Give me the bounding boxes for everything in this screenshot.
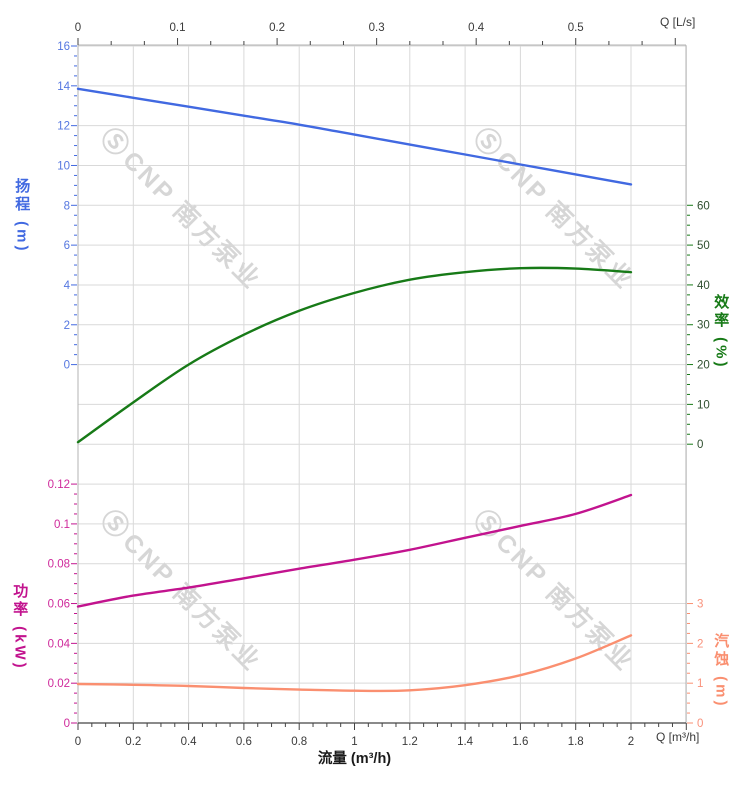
tick-label: 0.08	[48, 559, 70, 571]
head-axis: 0 2 4 6 8 10 12 14 16	[57, 41, 77, 372]
tick-label: 0	[64, 718, 70, 730]
tick-label: 0.1	[170, 22, 186, 34]
tick-label: 8	[64, 200, 70, 212]
head-axis-title: 扬程 (m)	[13, 178, 31, 254]
tick-label: 2	[697, 638, 703, 650]
tick-label: 0.06	[48, 599, 70, 611]
head-curve-path	[76, 87, 633, 186]
efficiency-axis-title: 效率 (%)	[712, 294, 730, 370]
tick-label: 0.2	[269, 22, 285, 34]
tick-label: 0	[697, 439, 703, 451]
efficiency-curve	[76, 266, 633, 444]
top-axis-unit-label: Q [L/s]	[660, 15, 696, 29]
tick-label: 4	[64, 280, 71, 292]
tick-label: 0.3	[369, 22, 385, 34]
tick-label: 0.6	[236, 736, 252, 748]
tick-label: 1.6	[512, 736, 528, 748]
tick-label: 0.2	[125, 736, 141, 748]
tick-label: 0	[697, 718, 703, 730]
grid	[77, 45, 687, 724]
tick-label: 12	[57, 121, 70, 133]
tick-label: 0.12	[48, 479, 70, 491]
tick-label: 2	[628, 736, 634, 748]
tick-label: 0	[64, 360, 70, 372]
power-axis-title: 功率 (kW)	[11, 583, 29, 671]
tick-label: 30	[697, 320, 710, 332]
power-curve-path	[76, 493, 633, 608]
tick-label: 0.1	[54, 519, 70, 531]
tick-label: 40	[697, 280, 710, 292]
tick-label: 0.4	[468, 22, 485, 34]
tick-label: 0	[75, 22, 81, 34]
bottom-axis: 0 0.2 0.4 0.6 0.8 1 1.2 1.4 1.6 1.8 2	[75, 723, 687, 748]
power-curve	[76, 493, 633, 608]
npsh-curve-path	[76, 634, 633, 693]
tick-label: 0.8	[291, 736, 307, 748]
tick-label: 1.8	[568, 736, 584, 748]
tick-label: 1	[351, 736, 357, 748]
power-axis: 0 0.02 0.04 0.06 0.08 0.1 0.12	[48, 479, 77, 730]
tick-label: 1.4	[457, 736, 474, 748]
tick-label: 6	[64, 240, 70, 252]
npsh-axis: 0 1 2 3	[687, 599, 703, 730]
tick-label: 50	[697, 240, 710, 252]
tick-label: 20	[697, 360, 710, 372]
plot-border	[77, 44, 687, 724]
tick-label: 10	[57, 160, 70, 172]
tick-label: 10	[697, 399, 710, 411]
tick-label: 0.4	[181, 736, 198, 748]
efficiency-axis: 0 10 20 30 40 50 60	[687, 200, 710, 451]
top-axis: 0 0.1 0.2 0.3 0.4 0.5	[75, 22, 676, 45]
tick-label: 2	[64, 320, 70, 332]
tick-label: 0.02	[48, 678, 70, 690]
flow-axis-title: 流量 (m³/h)	[317, 751, 392, 767]
efficiency-curve-path	[76, 266, 633, 444]
tick-label: 0	[75, 736, 81, 748]
head-curve	[76, 87, 633, 186]
tick-label: 1	[697, 678, 703, 690]
tick-label: 14	[57, 81, 70, 93]
npsh-curve	[76, 634, 633, 693]
npsh-axis-title: 汽蚀 (m)	[712, 633, 730, 709]
tick-label: 1.2	[402, 736, 418, 748]
tick-label: 16	[57, 41, 70, 53]
tick-label: 0.5	[568, 22, 584, 34]
tick-label: 60	[697, 200, 710, 212]
tick-label: 0.04	[48, 638, 71, 650]
tick-label: 3	[697, 599, 703, 611]
bottom-axis-unit-label: Q [m³/h]	[656, 730, 700, 744]
